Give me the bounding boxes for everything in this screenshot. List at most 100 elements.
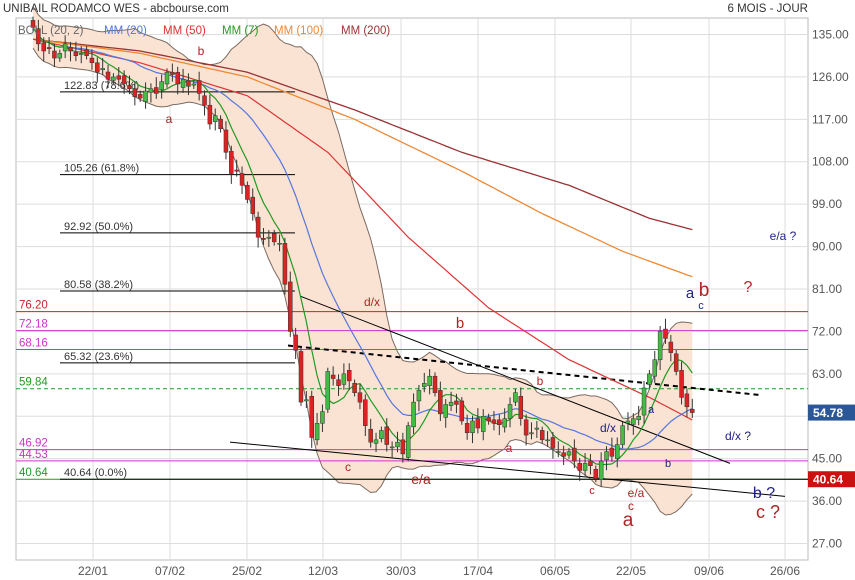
candle-body: [277, 243, 282, 245]
chart-period: 6 MOIS - JOUR: [727, 3, 808, 15]
candle-body: [652, 359, 658, 377]
candle-body: [186, 80, 191, 87]
candle-body: [41, 42, 46, 52]
chart-title: UNIBAIL RODAMCO WES - abcbourse.com: [3, 3, 229, 15]
candle-body: [180, 79, 186, 88]
wave-label: b: [699, 280, 710, 301]
candle-body: [475, 418, 481, 429]
wave-label: b: [198, 44, 205, 58]
candle-body: [470, 420, 475, 433]
x-tick-label: 22/01: [78, 564, 108, 578]
x-tick-label: 22/05: [616, 564, 646, 578]
candle-body: [513, 392, 518, 403]
ma-7-line: [32, 27, 693, 466]
y-tick-label: 90.00: [812, 240, 842, 254]
candle-body: [116, 75, 122, 80]
support-price-tag: 40.64: [813, 473, 843, 487]
candle-body: [486, 417, 491, 422]
x-tick-label: 26/06: [770, 564, 800, 578]
candle-body: [641, 387, 647, 416]
wave-label: c: [628, 499, 634, 513]
candle-body: [566, 451, 572, 456]
candle-body: [491, 419, 497, 424]
y-tick-label: 45.00: [812, 452, 842, 466]
last-price-tag-bg: [808, 404, 855, 421]
ma-100-line: [32, 38, 693, 278]
candlesticks: [30, 16, 695, 487]
wave-label: a: [686, 285, 695, 302]
candle-body: [673, 353, 679, 372]
candle-body: [218, 118, 223, 130]
candle-body: [266, 236, 272, 239]
candle-body: [657, 331, 663, 360]
moving-averages: [32, 27, 693, 466]
candle-body: [588, 460, 593, 466]
candle-body: [223, 129, 229, 153]
candle-body: [255, 216, 261, 238]
wave-label: c: [345, 460, 351, 474]
wave-label: a: [648, 404, 655, 416]
candle-body: [464, 423, 470, 433]
candle-body: [164, 71, 170, 85]
wave-label: b: [537, 374, 544, 388]
support-price-tag-bg: [808, 471, 855, 488]
candle-body: [36, 28, 41, 45]
candle-body: [298, 351, 304, 403]
candle-body: [690, 408, 695, 413]
fib-label: 122.83 (78.6%): [64, 80, 139, 92]
level-label: 46.92: [19, 438, 48, 450]
candle-body: [572, 447, 577, 462]
candle-body: [443, 404, 448, 418]
candle-body: [668, 341, 674, 353]
y-tick-label: 63.00: [812, 367, 842, 381]
candle-body: [346, 370, 352, 382]
candle-body: [341, 373, 347, 385]
y-tick-label: 135.00: [812, 27, 849, 41]
trend-lines: [229, 295, 786, 497]
candle-body: [234, 169, 239, 172]
legend-mm50: MM (50): [163, 25, 206, 37]
candle-body: [170, 71, 175, 75]
x-tick-label: 30/03: [386, 564, 416, 578]
candle-body: [137, 94, 143, 99]
wave-label: a: [506, 441, 513, 455]
candle-body: [502, 418, 507, 428]
wave-label: d/x: [600, 421, 616, 435]
candle-body: [480, 416, 486, 432]
candle-body: [320, 411, 325, 424]
candle-body: [684, 393, 690, 408]
candle-body: [454, 400, 459, 405]
wave-label: e/a: [411, 471, 431, 487]
candle-body: [529, 432, 534, 435]
candle-body: [368, 428, 373, 443]
y-tick-label: 27.00: [812, 537, 842, 551]
support-trendline: [229, 441, 786, 497]
ma-200-line: [32, 38, 693, 231]
candle-body: [379, 430, 384, 439]
candle-body: [373, 439, 379, 444]
candle-body: [432, 375, 438, 393]
candle-body: [309, 395, 314, 438]
y-tick-label: 126.00: [812, 70, 849, 84]
x-tick-label: 09/06: [694, 564, 724, 578]
candle-body: [550, 437, 556, 449]
candle-body: [95, 62, 100, 73]
legend-boll: BOLL (20, 2): [18, 25, 84, 37]
candle-body: [212, 115, 218, 122]
candle-body: [314, 423, 320, 441]
candle-body: [148, 88, 154, 93]
level-label: 44.53: [19, 449, 48, 461]
dashed-trendline: [287, 344, 761, 397]
candle-body: [534, 427, 540, 430]
candle-body: [250, 196, 256, 214]
bollinger-fill: [33, 6, 693, 515]
fib-label: 80.58 (38.2%): [64, 279, 133, 291]
level-label: 40.64: [19, 467, 48, 479]
candle-body: [357, 392, 363, 403]
candle-body: [604, 451, 609, 461]
candle-body: [175, 71, 180, 85]
ma-50-line: [32, 38, 693, 421]
legend-mm7: MM (7): [222, 25, 259, 37]
